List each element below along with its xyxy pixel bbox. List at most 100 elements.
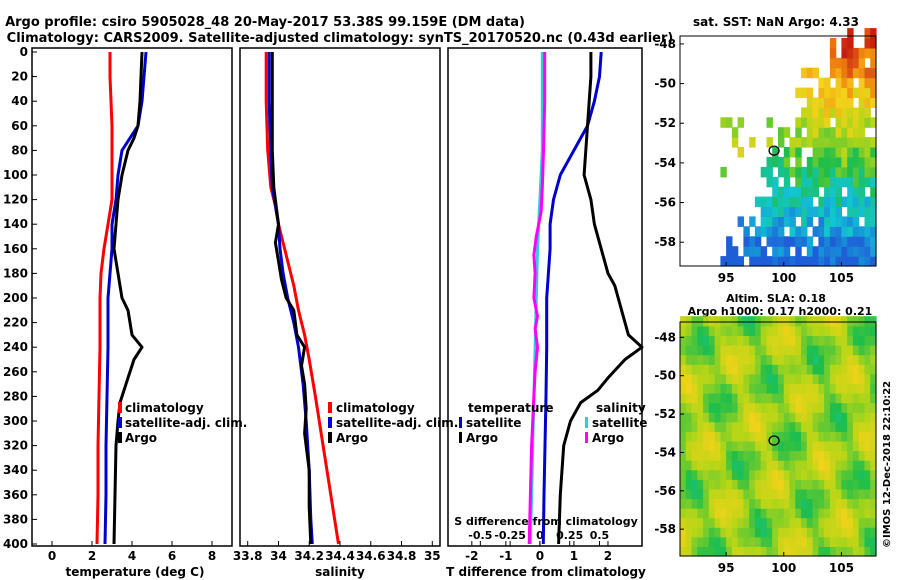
- map-cell: [812, 345, 819, 356]
- map-cell: [714, 354, 721, 365]
- map-cell: [847, 421, 854, 432]
- map-cell: [731, 479, 739, 490]
- map-cell: [841, 440, 848, 452]
- map-cell: [824, 364, 831, 375]
- map-cell: [801, 508, 808, 519]
- map-cell: [824, 226, 831, 237]
- map-cell: [847, 38, 854, 49]
- map-cell: [760, 354, 768, 365]
- map-cell: [806, 67, 814, 79]
- map-cell: [818, 527, 825, 538]
- map-cell: [824, 469, 831, 480]
- map-cell: [852, 345, 860, 356]
- map-cell: [680, 345, 687, 356]
- temperature-x-axis: 0 2 4 6 8: [48, 541, 216, 563]
- map-cell: [783, 498, 791, 509]
- map-cell: [685, 345, 693, 356]
- map-cell: [685, 393, 693, 404]
- map-cell: [714, 412, 721, 423]
- map-cell: [691, 325, 698, 336]
- map-cell: [847, 364, 854, 375]
- map-cell: [720, 373, 727, 384]
- map-cell: [766, 508, 773, 519]
- map-cell: [858, 402, 866, 413]
- map-cell: [726, 469, 733, 480]
- map-cell: [783, 431, 791, 442]
- map-cell: [812, 460, 819, 471]
- map-cell: [818, 488, 825, 500]
- map-cell: [754, 393, 762, 404]
- map-cell: [680, 431, 687, 442]
- map-cell: [795, 196, 802, 208]
- map-cell: [870, 166, 877, 178]
- map-cell: [824, 508, 831, 519]
- map-x-tick-label: 100: [771, 271, 796, 285]
- map-cell: [778, 226, 785, 237]
- map-cell: [818, 364, 825, 375]
- map-cell: [870, 236, 877, 247]
- map-cell: [754, 460, 762, 471]
- map-y-tick-label: -58: [654, 522, 676, 536]
- map-cell: [743, 383, 750, 394]
- map-cell: [795, 117, 802, 128]
- map-cell: [795, 156, 802, 168]
- map-cell: [743, 246, 750, 257]
- map-cell: [864, 527, 871, 538]
- map-cell: [766, 402, 773, 413]
- map-cell: [847, 147, 854, 158]
- map-cell: [772, 469, 779, 480]
- map-cell: [824, 176, 831, 188]
- series-line-argo: [270, 52, 313, 545]
- map-cell: [749, 450, 756, 461]
- map-cell: [824, 536, 831, 547]
- map-cell: [835, 450, 842, 461]
- map-cell: [824, 402, 831, 413]
- map-cell: [789, 440, 796, 452]
- map-cell: [714, 546, 721, 557]
- map-cell: [708, 383, 716, 394]
- map-cell: [835, 460, 842, 471]
- map-cell: [806, 440, 814, 452]
- map-cell: [847, 412, 854, 423]
- map-cell: [783, 412, 791, 423]
- map-cell: [703, 517, 710, 528]
- map-cell: [847, 216, 854, 227]
- legend-label-climatology: climatology: [125, 401, 204, 415]
- map-cell: [783, 256, 791, 267]
- map-cell: [760, 402, 768, 413]
- map-cell: [812, 412, 819, 423]
- map-cell: [806, 460, 814, 471]
- map-cell: [841, 87, 848, 99]
- map-cell: [743, 335, 750, 346]
- map-cell: [726, 236, 733, 247]
- map-cell: [737, 469, 744, 480]
- map-cell: [847, 450, 854, 461]
- map-cell: [766, 440, 773, 452]
- map-cell: [835, 536, 842, 547]
- map-cell: [697, 325, 704, 336]
- map-cell: [691, 345, 698, 356]
- map-cell: [749, 479, 756, 490]
- map-cell: [864, 97, 871, 108]
- map-cell: [766, 117, 773, 128]
- map-cell: [858, 383, 866, 394]
- map-cell: [852, 325, 860, 336]
- map-cell: [818, 87, 825, 99]
- map-cell: [766, 517, 773, 528]
- map-cell: [812, 147, 819, 158]
- map-cell: [818, 546, 825, 557]
- map-cell: [708, 345, 716, 356]
- map-cell: [847, 335, 854, 346]
- map-cell: [685, 316, 693, 327]
- map-cell: [852, 226, 860, 237]
- map-cell: [789, 431, 796, 442]
- map-cell: [726, 402, 733, 413]
- map-cell: [697, 536, 704, 547]
- map-cell: [754, 527, 762, 538]
- map-cell: [829, 431, 837, 442]
- map-cell: [847, 67, 854, 79]
- map-cell: [789, 206, 796, 217]
- map-cell: [818, 536, 825, 547]
- map-cell: [812, 450, 819, 461]
- map-cell: [754, 335, 762, 346]
